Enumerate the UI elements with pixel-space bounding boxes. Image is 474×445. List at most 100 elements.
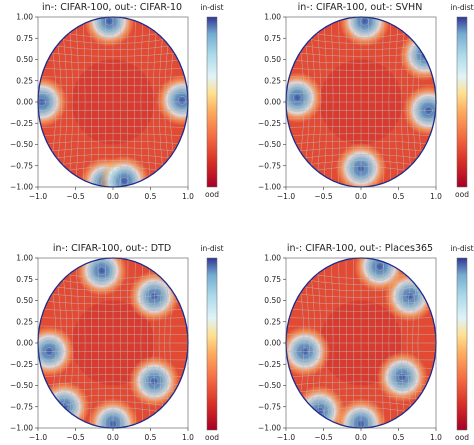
in-dist-region	[83, 17, 135, 47]
grid-line	[127, 17, 129, 187]
y-tick-label: 0.25	[264, 317, 281, 326]
grid-ring	[87, 258, 116, 285]
x-tick-label: 0.0	[355, 192, 367, 201]
x-tick-label: 0.5	[393, 192, 405, 201]
y-tick-label: 0.00	[16, 98, 33, 107]
grid-line	[146, 17, 151, 187]
colorbar	[456, 257, 468, 431]
grid-line	[286, 325, 436, 327]
y-tick-label: −1.00	[258, 183, 281, 192]
y-tick-label: −0.75	[10, 402, 33, 411]
panel-cifar10: in-: CIFAR-100, out-: CIFAR-10 −1.0 −0.5 0…	[10, 2, 224, 201]
disk-surface	[286, 258, 436, 428]
poincare-disk-plot: −1.0 −0.5 0.0 0.5 1.0 1.00 0.75 0.50 0.25 0.00 −0.…	[10, 13, 218, 201]
y-tick-label: −0.75	[258, 161, 281, 170]
x-tick-label: −1.0	[29, 192, 47, 201]
y-tick-label: −0.50	[10, 381, 33, 390]
colorbar	[206, 257, 218, 431]
grid-ring	[346, 409, 376, 428]
grid-line	[394, 17, 399, 187]
y-tick-label: 0.00	[264, 339, 281, 348]
grid-ring	[140, 367, 169, 396]
grid-ring	[288, 88, 307, 107]
y-tick-label: 0.75	[264, 34, 281, 43]
grid-ring	[95, 17, 124, 36]
grid-ring	[38, 87, 56, 117]
grid-ring	[150, 377, 159, 386]
y-tick-label: 0.50	[16, 55, 33, 64]
y-tick-label: −0.75	[258, 402, 281, 411]
grid-line	[286, 76, 436, 79]
y-tick-label: −1.00	[258, 424, 281, 433]
grid-ring	[346, 154, 376, 183]
poincare-disk-plot: −1.0 −0.5 0.0 0.5 1.0 1.00 0.75 0.50 0.25 0.00 −0.…	[258, 254, 468, 442]
grid-ring	[172, 91, 188, 110]
grid-line	[38, 76, 188, 79]
grid-ring	[290, 337, 319, 366]
grid-line	[140, 17, 144, 187]
grid-ring	[393, 367, 412, 387]
grid-ring	[98, 409, 128, 428]
grid-ring	[286, 83, 312, 112]
in-dist-region	[399, 29, 436, 81]
y-tick-label: 0.25	[16, 317, 33, 326]
grid-line	[38, 291, 188, 298]
y-tick-label: −0.25	[10, 119, 33, 128]
grid-ring	[100, 17, 119, 31]
y-tick-label: −1.00	[10, 183, 33, 192]
grid-line	[38, 308, 188, 312]
colorbar-bottom-label: ood	[205, 433, 219, 442]
grid-line	[38, 50, 188, 57]
grid-line	[146, 258, 151, 428]
grid-ring	[38, 92, 51, 112]
panel-title: in-: CIFAR-100, out-: Places365	[287, 243, 433, 254]
y-tick-label: −1.00	[10, 424, 33, 433]
x-tick-label: −1.0	[277, 192, 295, 201]
x-tick-label: −1.0	[29, 433, 47, 442]
grid-line	[38, 84, 188, 86]
grid-line	[286, 291, 436, 298]
grid-ring	[400, 287, 419, 306]
y-tick-label: 0.75	[16, 275, 33, 284]
x-tick-label: 1.0	[430, 192, 442, 201]
grid-ring	[351, 159, 371, 178]
grid-line	[286, 300, 436, 305]
colorbar	[206, 16, 218, 188]
x-tick-label: 0.0	[107, 433, 119, 442]
grid-ring	[293, 93, 302, 102]
x-tick-label: 1.0	[430, 433, 442, 442]
x-tick-label: 0.0	[107, 192, 119, 201]
grid-line	[375, 258, 377, 428]
in-dist-region	[98, 155, 150, 187]
grid-line	[127, 258, 129, 428]
grid-line	[286, 50, 436, 57]
grid-line	[38, 59, 188, 64]
grid-line	[38, 325, 188, 327]
colorbar-top-label: in-dist	[200, 3, 223, 12]
grid-line	[134, 17, 136, 187]
grid-ring	[140, 282, 169, 311]
grid-line	[375, 17, 377, 187]
grid-ring	[356, 164, 366, 173]
colorbar-top-label: in-dist	[200, 244, 223, 253]
grid-ring	[351, 414, 371, 428]
y-tick-label: 0.00	[264, 98, 281, 107]
grid-ring	[295, 342, 314, 361]
y-tick-label: −0.50	[10, 140, 33, 149]
y-tick-label: 0.75	[16, 34, 33, 43]
poincare-disk-plot: −1.0 −0.5 0.0 0.5 1.0 1.00 0.75 0.50 0.25 0.00 −0.…	[258, 13, 468, 201]
grid-line	[134, 258, 136, 428]
y-tick-label: 1.00	[264, 13, 281, 22]
colorbar-bottom-label: ood	[205, 190, 219, 199]
y-tick-label: 0.25	[264, 76, 281, 85]
panel-dtd: in-: CIFAR-100, out-: DTD −1.0 −0.5 0.0 0.5…	[10, 243, 224, 442]
in-dist-region	[339, 17, 391, 47]
grid-ring	[388, 362, 417, 392]
grid-ring	[150, 292, 159, 301]
panel-title: in-: CIFAR-100, out-: DTD	[53, 243, 171, 254]
grid-ring	[398, 372, 407, 382]
colorbar	[456, 16, 468, 188]
y-tick-label: −0.50	[258, 381, 281, 390]
y-tick-label: 0.75	[264, 275, 281, 284]
